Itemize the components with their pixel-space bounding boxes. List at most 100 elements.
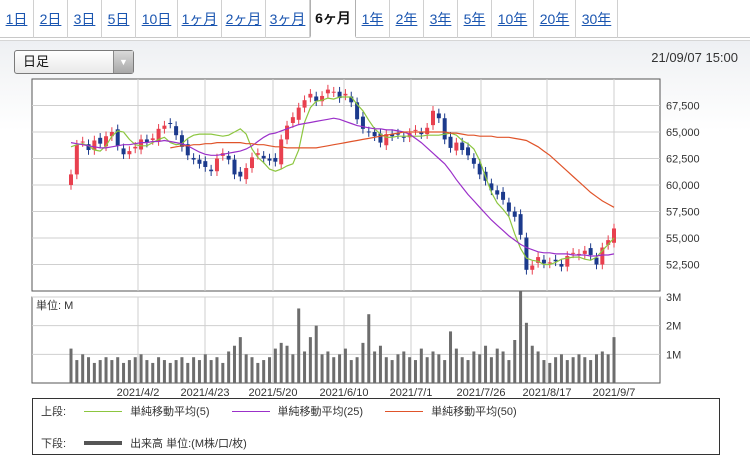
- volume-bar: [69, 348, 73, 383]
- tab-period-12[interactable]: 5年: [458, 0, 492, 38]
- candle-body: [489, 183, 494, 191]
- candle-body: [600, 247, 605, 265]
- legend-ma5-label: 単純移動平均(5): [130, 406, 210, 418]
- chevron-down-icon[interactable]: ▼: [113, 51, 133, 73]
- candle-body: [536, 257, 541, 263]
- volume-bar: [489, 357, 493, 383]
- candle-body: [156, 128, 161, 142]
- volume-bar: [297, 308, 301, 383]
- candle-body: [74, 144, 79, 175]
- candle-body: [606, 240, 611, 245]
- tab-period-15[interactable]: 30年: [576, 0, 618, 38]
- candle-body: [454, 142, 459, 151]
- candle-body: [121, 148, 126, 155]
- candle-body: [355, 102, 360, 120]
- tab-period-11[interactable]: 3年: [424, 0, 458, 38]
- candle-body: [226, 155, 231, 160]
- candle-body: [255, 153, 260, 155]
- candle-body: [512, 211, 517, 217]
- volume-bar: [349, 360, 353, 383]
- volume-bar: [180, 357, 184, 383]
- candle-body: [518, 214, 523, 235]
- ma-line-1: [70, 117, 615, 257]
- volume-bar: [437, 354, 441, 383]
- candle-body: [594, 257, 599, 265]
- tab-period-13[interactable]: 10年: [492, 0, 534, 38]
- volume-bar: [554, 357, 558, 383]
- candle-body: [144, 139, 149, 143]
- candle-body: [565, 256, 570, 267]
- candle-body: [366, 131, 371, 133]
- tab-period-7[interactable]: 3ヶ月: [266, 0, 310, 38]
- tab-period-9[interactable]: 1年: [356, 0, 390, 38]
- candle-body: [460, 142, 465, 151]
- tab-period-2[interactable]: 3日: [68, 0, 102, 38]
- volume-bar: [110, 360, 114, 383]
- volume-bar: [133, 357, 137, 383]
- volume-bar: [536, 351, 540, 383]
- candle-body: [349, 96, 354, 103]
- last-update-time: 21/09/07 15:00: [651, 50, 738, 65]
- volume-bar: [221, 362, 225, 383]
- volume-bar: [332, 357, 336, 383]
- volume-bar: [484, 345, 488, 383]
- volume-bar: [443, 360, 447, 383]
- candle-body: [530, 265, 535, 270]
- tab-period-6[interactable]: 2ヶ月: [222, 0, 266, 38]
- candle-body: [395, 133, 400, 135]
- tab-period-8[interactable]: 6ヶ月: [310, 0, 356, 38]
- volume-bar: [530, 345, 534, 383]
- volume-bar: [162, 360, 166, 383]
- tab-period-1[interactable]: 2日: [34, 0, 68, 38]
- tab-period-4[interactable]: 10日: [136, 0, 178, 38]
- volume-bar: [75, 360, 79, 383]
- tab-period-5[interactable]: 1ヶ月: [178, 0, 222, 38]
- candle-body: [261, 155, 266, 159]
- candle-body: [419, 132, 424, 135]
- tab-period-3[interactable]: 5日: [102, 0, 136, 38]
- volume-bar: [390, 360, 394, 383]
- tab-period-14[interactable]: 20年: [534, 0, 576, 38]
- volume-bar: [81, 354, 85, 383]
- candle-body: [185, 144, 190, 156]
- price-tick-label: 67,500: [666, 101, 700, 113]
- volume-bar: [402, 351, 406, 383]
- volume-bar: [279, 342, 283, 383]
- candle-body: [197, 159, 202, 164]
- volume-bar: [548, 362, 552, 383]
- candle-body: [337, 91, 342, 99]
- candle-body: [588, 248, 593, 255]
- legend-lower-label: 下段:: [41, 438, 67, 450]
- volume-bar: [419, 348, 423, 383]
- volume-bar: [396, 354, 400, 383]
- candle-body: [431, 110, 435, 126]
- candle-body: [203, 161, 208, 167]
- candle-body: [384, 134, 389, 146]
- candle-body: [360, 116, 365, 129]
- candle-body: [250, 157, 254, 169]
- volume-bar: [314, 325, 318, 383]
- x-tick-label: 2021/6/10: [320, 387, 369, 399]
- candle-body: [133, 146, 138, 149]
- candle-body: [109, 132, 114, 137]
- candle-body: [179, 135, 184, 147]
- tab-period-10[interactable]: 2年: [390, 0, 424, 38]
- candle-body: [477, 163, 482, 175]
- x-tick-label: 2021/8/17: [523, 387, 572, 399]
- volume-bar: [174, 360, 178, 383]
- candle-body: [69, 174, 73, 185]
- candle-body: [285, 125, 290, 140]
- volume-bar: [559, 354, 563, 383]
- volume-bar: [215, 357, 219, 383]
- candle-body: [214, 158, 219, 172]
- candle-body: [448, 136, 453, 148]
- tab-period-0[interactable]: 1日: [0, 0, 34, 38]
- volume-bar: [577, 354, 581, 383]
- volume-bar: [355, 357, 359, 383]
- timeframe-select[interactable]: 日足 ▼: [14, 50, 134, 74]
- volume-bar: [454, 348, 458, 383]
- candle-body: [115, 129, 120, 146]
- volume-bar: [565, 360, 569, 383]
- candle-body: [390, 134, 395, 137]
- price-tick-label: 55,000: [666, 233, 700, 245]
